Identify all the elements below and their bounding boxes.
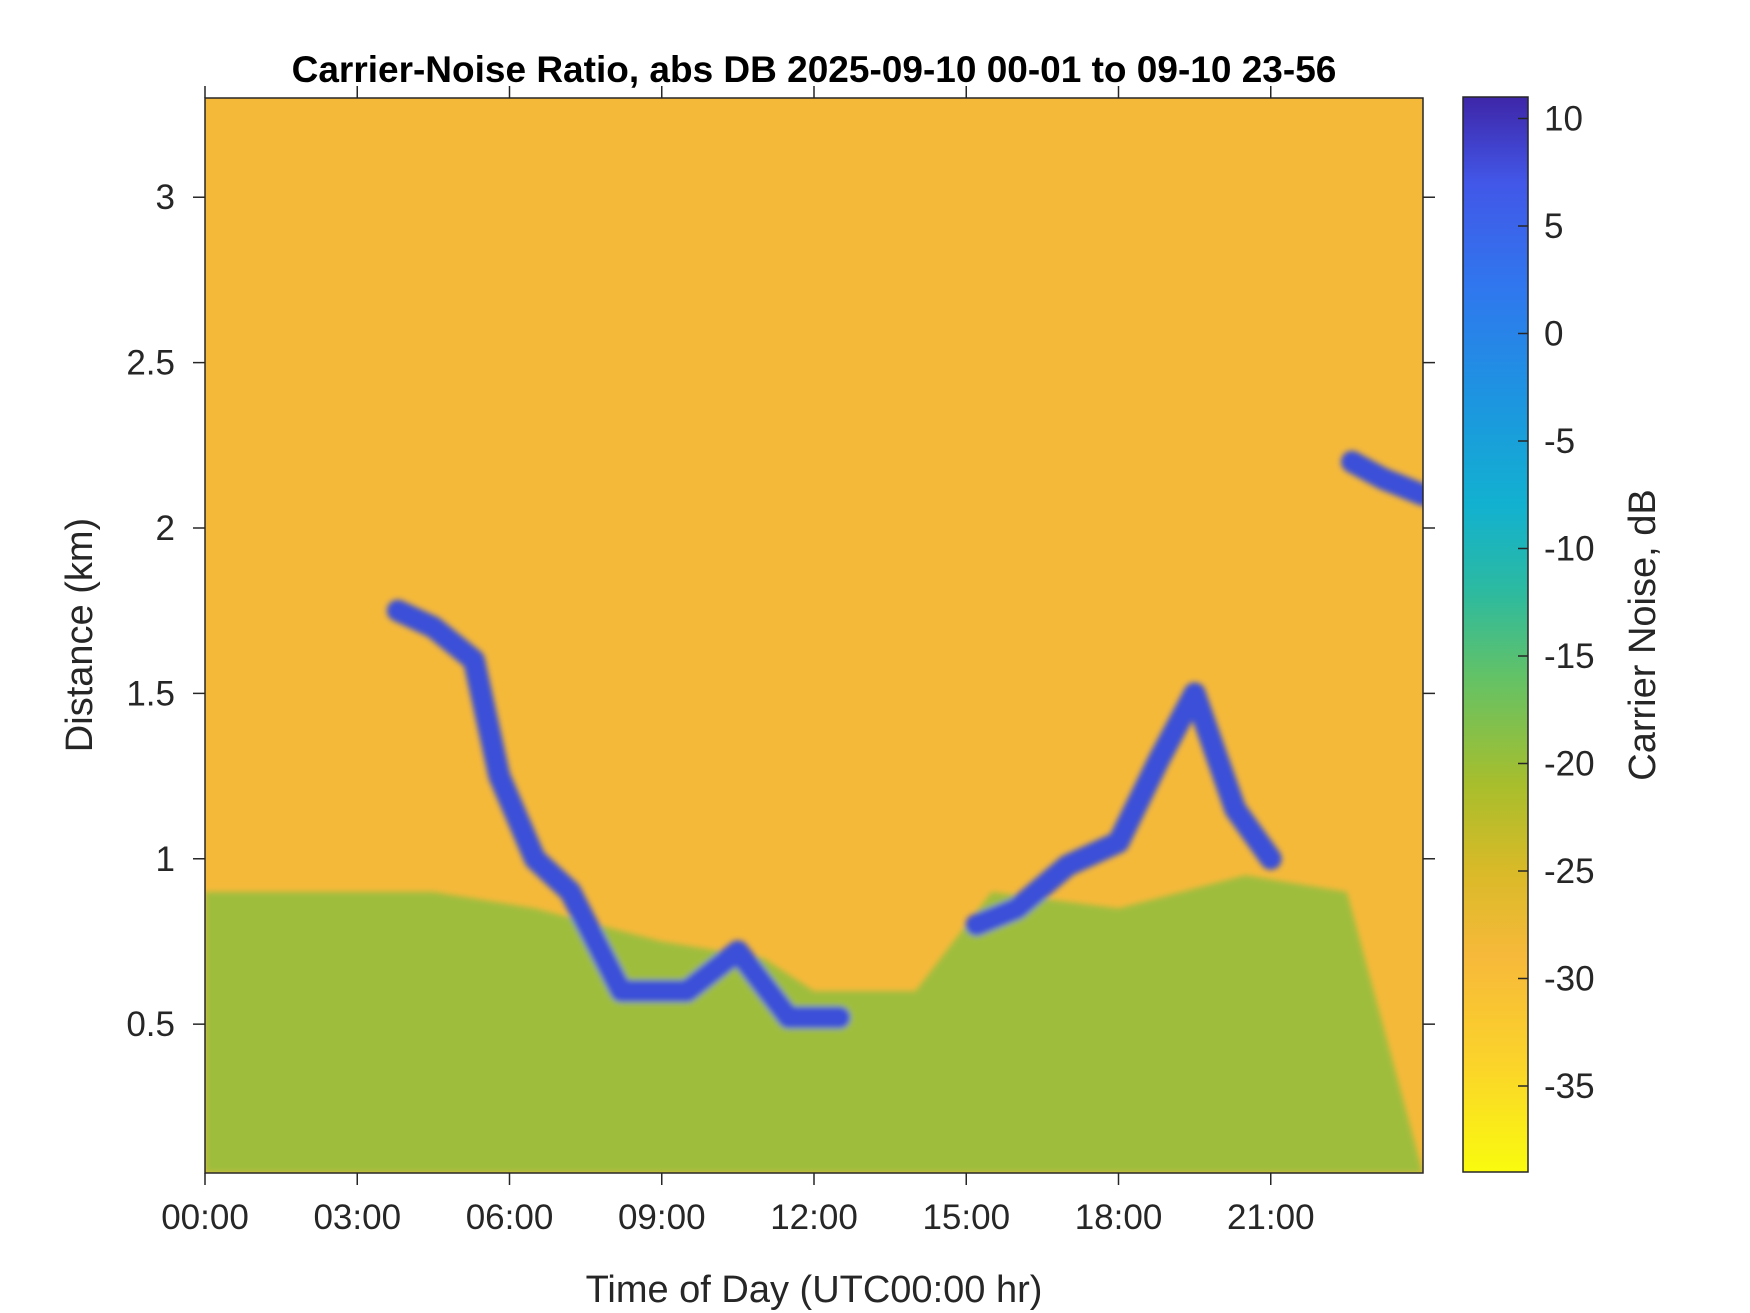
x-tick-label: 21:00 [1227,1198,1315,1237]
heatmap-aerosol-layer-morning [386,599,851,1029]
y-axis-label: Distance (km) [59,518,101,752]
y-tick-label: 2 [156,509,175,548]
heatmap-aerosol-layer-evening [965,682,1282,936]
y-axis: 0.5 1 1.5 2 2.5 3 [126,178,1435,1044]
colorbar-tick-label: -35 [1544,1067,1595,1106]
x-tick-label: 15:00 [922,1198,1010,1237]
colorbar-tick-label: -30 [1544,960,1595,999]
plot-area [205,98,1423,1173]
colorbar-label: Carrier Noise, dB [1622,489,1664,780]
x-tick-label: 12:00 [770,1198,858,1237]
x-axis-label: Time of Day (UTC00:00 hr) [586,1269,1043,1311]
colorbar-tick-label: -20 [1544,745,1595,784]
colorbar-tick-label: 5 [1544,207,1563,246]
y-tick-label: 0.5 [126,1005,175,1044]
colorbar-tick-label: 10 [1544,100,1583,139]
chart-title: Carrier-Noise Ratio, abs DB 2025-09-10 0… [292,49,1337,90]
colorbar [1462,96,1529,1173]
y-tick-label: 1.5 [126,674,175,713]
colorbar-tick-label: -15 [1544,637,1595,676]
x-tick-label: 06:00 [466,1198,554,1237]
colorbar-axis: 10 5 0 -5 -10 -15 -20 -25 -30 -35 [1518,100,1595,1106]
colorbar-tick-label: -10 [1544,530,1595,569]
x-tick-label: 00:00 [161,1198,249,1237]
x-axis: 00:00 03:00 06:00 09:00 12:00 15:00 18:00 21:00 [161,86,1315,1237]
colorbar-tick-label: -25 [1544,852,1595,891]
heatmap-layers [205,450,1423,1173]
y-tick-label: 2.5 [126,344,175,383]
x-tick-label: 03:00 [313,1198,401,1237]
colorbar-tick-label: -5 [1544,422,1575,461]
y-tick-label: 1 [156,840,175,879]
x-tick-label: 18:00 [1075,1198,1163,1237]
colorbar-tick-label: 0 [1544,315,1563,354]
x-tick-label: 09:00 [618,1198,706,1237]
heatmap-cloud-2.2km [1340,450,1423,506]
y-tick-label: 3 [156,178,175,217]
